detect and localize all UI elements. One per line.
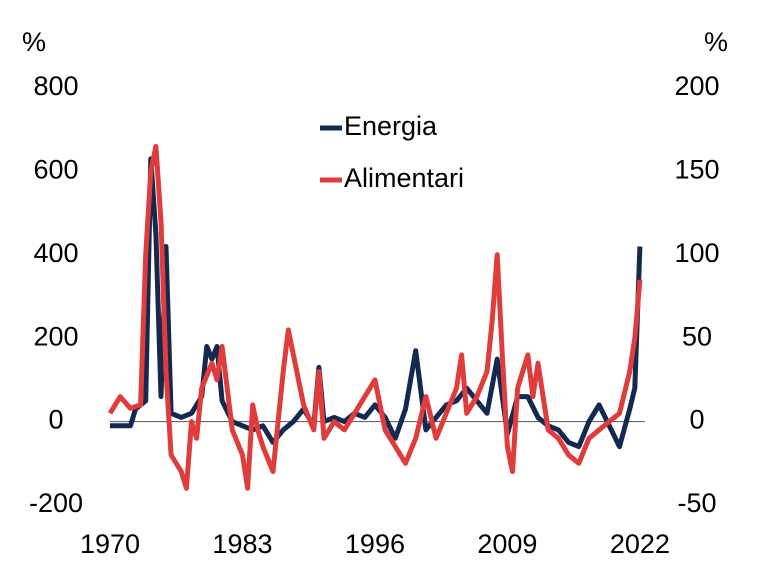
y2-axis-label: % — [704, 27, 728, 57]
legend: Energia Alimentari — [320, 111, 464, 193]
y-tick-label: -200 — [29, 488, 83, 518]
y2-tick-label: 150 — [674, 155, 719, 185]
y-tick-label: 800 — [33, 71, 78, 101]
legend-label: Energia — [344, 111, 438, 141]
x-tick-label: 1983 — [212, 529, 272, 559]
y2-tick-label: 200 — [674, 71, 719, 101]
x-tick-label: 2022 — [610, 529, 670, 559]
legend-label: Alimentari — [344, 163, 464, 193]
y-tick-label: 200 — [33, 321, 78, 351]
x-tick-label: 1996 — [345, 529, 405, 559]
y-tick-label: 600 — [33, 155, 78, 185]
y-axis-label: % — [22, 27, 46, 57]
y-tick-label: 400 — [33, 238, 78, 268]
y2-tick-label: 0 — [689, 405, 704, 435]
y-tick-label: 0 — [48, 405, 63, 435]
x-tick-label: 1970 — [80, 529, 140, 559]
y2-tick-label: 100 — [674, 238, 719, 268]
y2-tick-label: 50 — [682, 321, 712, 351]
data-line — [110, 156, 643, 450]
x-tick-label: 2009 — [477, 529, 537, 559]
data-line — [107, 143, 643, 491]
y2-tick-label: -50 — [677, 488, 716, 518]
